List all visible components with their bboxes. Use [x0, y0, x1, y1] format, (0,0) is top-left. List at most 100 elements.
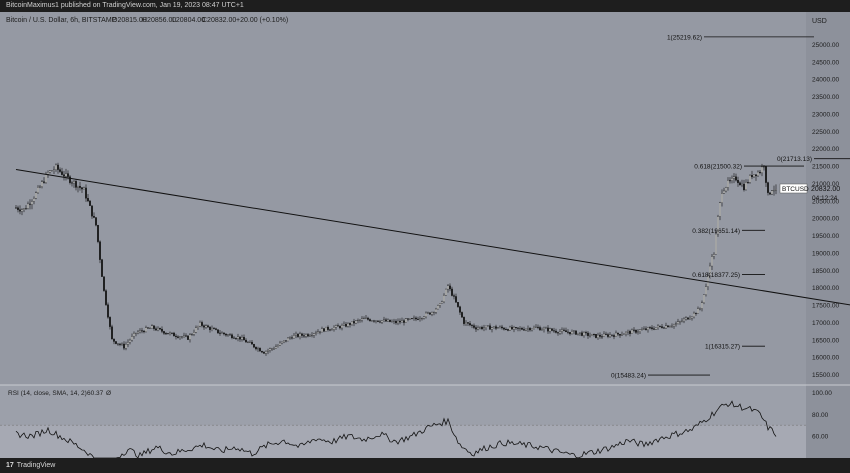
- candle: [227, 333, 229, 337]
- rsi-label: RSI (14, close, SMA, 14, 2): [8, 390, 87, 397]
- descending-trendline[interactable]: [15, 169, 850, 312]
- candle: [643, 326, 645, 330]
- candle: [389, 319, 391, 323]
- candle: [575, 330, 577, 335]
- candle: [195, 325, 197, 334]
- candle: [35, 191, 37, 200]
- candle: [87, 193, 89, 203]
- trendline[interactable]: [15, 169, 850, 312]
- price-scale: 25000.00 24500.00 24000.00 23500.00 23000.00…: [812, 42, 839, 379]
- price-tick-label: 17000.00: [812, 320, 839, 327]
- candle: [201, 320, 203, 328]
- candle: [497, 326, 499, 329]
- candle: [243, 334, 245, 341]
- fibonacci-levels[interactable]: 1(25219.62) 0.618(21500.32) 0(21713.13) 0.3…: [611, 34, 850, 380]
- candle: [619, 334, 621, 338]
- candle: [399, 318, 401, 325]
- candle: [577, 332, 579, 336]
- candle: [183, 332, 185, 338]
- candle: [123, 341, 125, 351]
- candle: [759, 169, 761, 175]
- candle: [215, 327, 217, 331]
- candle: [637, 328, 639, 335]
- candle: [295, 331, 297, 339]
- candle: [695, 312, 697, 316]
- candle: [247, 341, 249, 344]
- ohlc-low: L20804.00: [172, 17, 205, 24]
- candle: [115, 341, 117, 345]
- candle: [459, 305, 461, 315]
- candle: [741, 179, 743, 188]
- candle: [361, 316, 363, 323]
- candle: [387, 318, 389, 323]
- candle: [433, 311, 435, 316]
- chart-background: [0, 12, 850, 458]
- candle: [379, 319, 381, 324]
- candle: [635, 329, 637, 335]
- candle: [415, 316, 417, 322]
- candle: [59, 167, 61, 173]
- candle: [273, 346, 275, 350]
- candle: [105, 289, 107, 307]
- candle: [747, 179, 749, 184]
- candle: [597, 332, 599, 340]
- candle: [765, 166, 767, 187]
- candle: [585, 330, 587, 336]
- candle: [287, 337, 289, 342]
- candle: [613, 333, 615, 340]
- candle: [439, 302, 441, 308]
- candle: [37, 185, 39, 194]
- candle: [531, 328, 533, 332]
- candle: [293, 332, 295, 339]
- candle: [163, 330, 165, 335]
- candle: [443, 293, 445, 304]
- price-tick-label: 15500.00: [812, 372, 839, 379]
- candle: [547, 325, 549, 334]
- candle: [521, 326, 523, 331]
- candle: [137, 329, 139, 335]
- candle: [701, 300, 703, 312]
- candle: [165, 332, 167, 335]
- candle: [697, 306, 699, 314]
- candle: [103, 276, 105, 292]
- candle: [653, 326, 655, 331]
- candle: [405, 318, 407, 323]
- price-tick-label: 18500.00: [812, 268, 839, 275]
- candle: [299, 331, 301, 340]
- candle: [375, 320, 377, 324]
- candle: [269, 347, 271, 353]
- candle: [71, 180, 73, 187]
- candle: [543, 326, 545, 333]
- chart[interactable]: 25000.00 24500.00 24000.00 23500.00 23000.00…: [0, 12, 850, 458]
- candle: [357, 318, 359, 324]
- candle: [485, 325, 487, 331]
- candle: [457, 302, 459, 308]
- candle: [197, 325, 199, 330]
- price-tick-label: 17500.00: [812, 303, 839, 310]
- price-tick-label: 21000.00: [812, 181, 839, 188]
- candle: [607, 332, 609, 339]
- candle: [411, 317, 413, 320]
- candle: [417, 316, 419, 321]
- candle: [177, 335, 179, 339]
- candle: [659, 325, 661, 328]
- candle: [735, 173, 737, 182]
- candle: [307, 333, 309, 338]
- price-tick-label: 24500.00: [812, 59, 839, 66]
- footer: 17 TradingView: [0, 458, 850, 473]
- candle: [507, 328, 509, 332]
- price-tick-label: 18000.00: [812, 285, 839, 292]
- candle: [75, 179, 77, 191]
- candle: [99, 240, 101, 264]
- candle: [733, 173, 735, 184]
- candle: [255, 346, 257, 351]
- candle: [187, 335, 189, 341]
- candle: [235, 337, 237, 340]
- candle: [723, 187, 725, 194]
- fib-level-label: 0(21713.13): [777, 156, 812, 163]
- candle: [413, 315, 415, 321]
- candle: [141, 327, 143, 334]
- candle: [53, 166, 55, 174]
- candle: [663, 326, 665, 329]
- candle: [25, 205, 27, 210]
